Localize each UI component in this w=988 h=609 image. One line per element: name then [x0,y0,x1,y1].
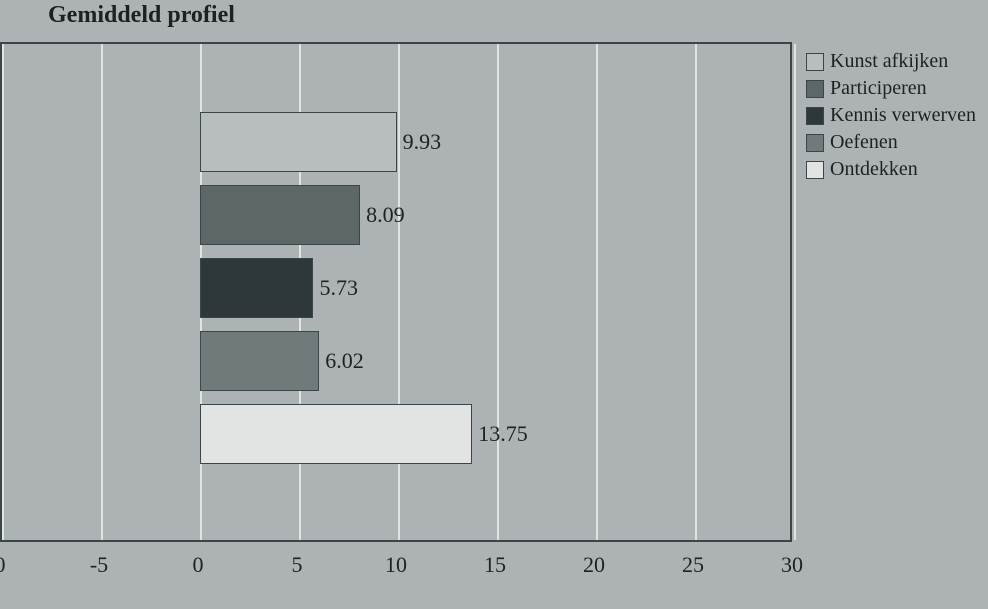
bar [200,331,319,391]
page-root: Gemiddeld profiel 9.938.095.736.0213.75 … [0,0,988,609]
legend-item: Kennis verwerven [806,104,976,127]
x-tick-label: 20 [583,552,605,578]
legend-label: Kunst afkijken [830,50,948,73]
gridline [794,44,796,540]
x-tick-label: 0 [193,552,204,578]
bar [200,185,360,245]
x-tick-label: 15 [484,552,506,578]
legend-item: Kunst afkijken [806,50,976,73]
x-tick-label: 0 [0,552,6,578]
gridline [398,44,400,540]
bar-value-label: 6.02 [325,348,364,374]
gridline [2,44,4,540]
bar-value-label: 9.93 [403,129,442,155]
legend-label: Kennis verwerven [830,104,976,127]
legend-swatch [806,80,824,98]
x-tick-label: 10 [385,552,407,578]
x-tick-label: 25 [682,552,704,578]
bar [200,112,397,172]
bar [200,258,313,318]
x-tick-label: 5 [292,552,303,578]
legend: Kunst afkijken Participeren Kennis verwerv… [806,50,976,185]
chart-title: Gemiddeld profiel [48,2,235,29]
bar-value-label: 13.75 [478,421,528,447]
legend-label: Oefenen [830,131,898,154]
legend-item: Participeren [806,77,976,100]
x-tick-label: 30 [781,552,803,578]
bar-value-label: 5.73 [319,275,358,301]
bar [200,404,472,464]
x-tick-label: -5 [90,552,108,578]
legend-swatch [806,107,824,125]
legend-item: Oefenen [806,131,976,154]
gridline [695,44,697,540]
legend-swatch [806,53,824,71]
legend-item: Ontdekken [806,158,976,181]
gridline [497,44,499,540]
plot-area: 9.93 8.09 5.73 6.02 13.75 [0,42,792,542]
legend-swatch [806,161,824,179]
legend-swatch [806,134,824,152]
legend-label: Ontdekken [830,158,918,181]
gridline [101,44,103,540]
legend-label: Participeren [830,77,927,100]
bar-value-label: 8.09 [366,202,405,228]
gridline [596,44,598,540]
